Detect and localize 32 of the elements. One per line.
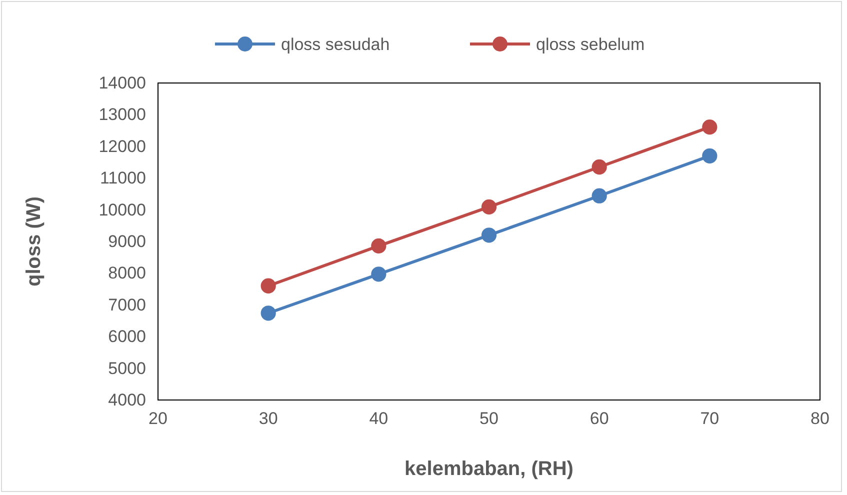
point: [260, 278, 276, 294]
legend-label: qloss sebelum: [536, 35, 645, 54]
y-tick-label: 6000: [108, 327, 146, 346]
x-tick-label: 30: [258, 409, 278, 428]
point: [702, 148, 718, 164]
point: [371, 266, 386, 282]
point: [592, 188, 607, 204]
y-tick-label: 12000: [98, 136, 146, 156]
point: [481, 199, 497, 214]
y-tick-label: 5000: [108, 358, 146, 378]
y-tick-label: 9000: [108, 232, 146, 251]
point: [481, 228, 497, 243]
point: [592, 159, 607, 175]
y-tick-label: 8000: [108, 264, 146, 283]
y-tick-label: 11000: [100, 168, 146, 188]
x-tick-label: 40: [369, 409, 388, 428]
legend-label: qloss sesudah: [281, 35, 390, 54]
y-tick-label: 10000: [98, 200, 146, 220]
y-tick-label: 13000: [98, 105, 146, 124]
y-tick-label: 4000: [108, 390, 146, 410]
x-tick-label: 70: [700, 409, 720, 428]
y-tick-label: 7000: [108, 295, 146, 314]
point: [702, 120, 718, 135]
y-tick-label: 14000: [98, 73, 146, 92]
x-tick-label: 20: [148, 409, 168, 428]
x-tick-label: 80: [810, 409, 830, 428]
point: [260, 306, 276, 321]
point: [371, 238, 386, 254]
y-axis-title: qloss (W): [23, 196, 45, 286]
x-tick-label: 60: [590, 409, 609, 428]
x-tick-label: 50: [480, 409, 498, 428]
x-axis-title: kelembaban, (RH): [404, 458, 574, 480]
